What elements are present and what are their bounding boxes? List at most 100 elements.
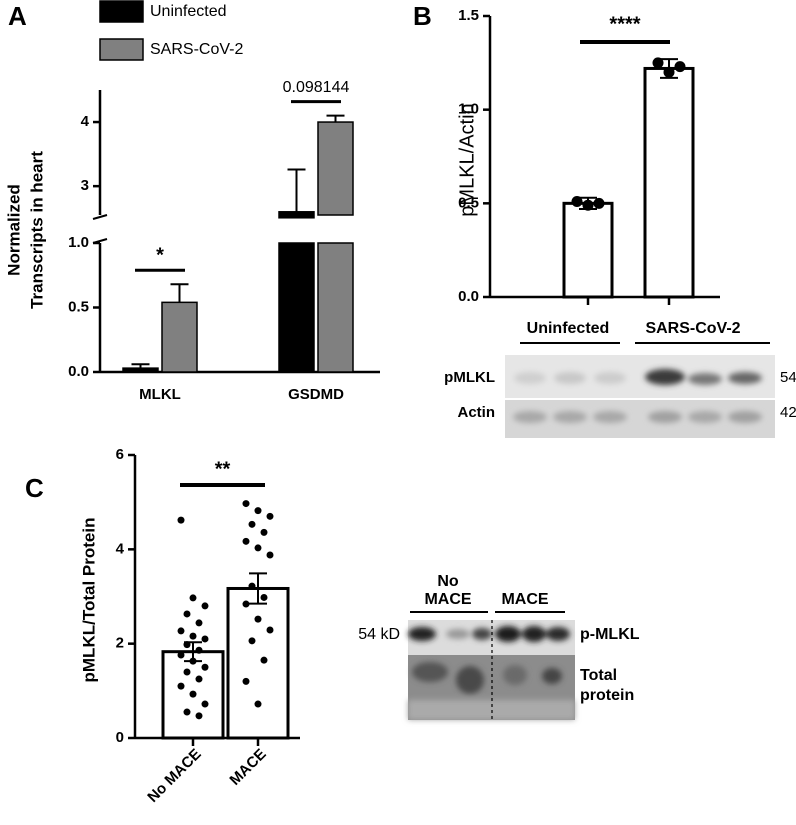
data-point [242,677,250,685]
bar [122,367,159,373]
data-point [266,512,274,520]
data-point [254,700,262,708]
blot-row-label: protein [580,687,634,704]
x-tick-label: MLKL [139,386,181,403]
data-point [254,507,262,515]
y-axis-label: pMLKL/Actin [456,103,478,216]
y-tick-label: 0 [116,729,124,746]
y-tick-label: 4 [81,113,90,130]
blot-group-label: MACE [501,591,548,608]
data-point [189,657,197,665]
data-point [183,668,191,676]
data-point [195,646,203,654]
bar [562,201,614,299]
data-point [582,199,594,211]
blot-row-label: Total [580,667,617,684]
data-point [177,682,185,690]
legend-label: Uninfected [150,3,227,20]
legend-swatch [99,0,144,23]
y-tick-label: 0.5 [458,194,479,211]
data-point [242,500,250,508]
blot-row-label: Actin [458,404,496,421]
y-tick-label: 1.0 [458,101,479,118]
data-point [652,57,664,69]
annotation: 0.098144 [283,79,350,96]
data-point [189,632,197,640]
data-point [201,700,209,708]
bar [278,242,315,373]
y-tick-label: 0.0 [458,288,479,305]
data-point [242,600,250,608]
blot-c [408,620,575,722]
bar [278,211,315,219]
x-tick-label: GSDMD [288,386,344,403]
blot-row-label: p-MLKL [580,626,640,643]
data-point [183,708,191,716]
blot-group-label: MACE [424,591,471,608]
data-point [189,690,197,698]
data-point [248,637,256,645]
data-point [571,195,583,207]
panel-letter: B [413,1,432,31]
data-point [254,615,262,623]
data-point [663,66,675,78]
bar [226,586,290,740]
annotation: * [156,245,164,267]
blot-row-label: pMLKL [444,369,495,386]
data-point [189,594,197,602]
data-point [260,528,268,536]
blot-b [505,355,775,438]
panel-letter: C [25,473,44,503]
y-tick-label: 0.5 [68,298,89,315]
data-point [260,656,268,664]
y-axis-label: Normalized [4,184,23,276]
data-point [195,619,203,627]
data-point [260,593,268,601]
data-point [266,626,274,634]
bar [643,66,695,299]
lane-label: Uninfected [527,320,610,337]
axis-break [92,214,108,220]
data-point [248,520,256,528]
legend-swatch [99,38,144,61]
axis-break [92,238,108,244]
y-tick-label: 0.0 [68,363,89,380]
data-point [266,551,274,559]
data-point [254,544,262,552]
data-point [248,582,256,590]
data-point [593,197,605,209]
data-point [177,651,185,659]
blot-group-label: No [437,573,459,590]
data-point [177,627,185,635]
panel-letter: A [8,1,27,31]
bar [317,242,354,373]
data-point [242,537,250,545]
y-tick-label: 4 [116,540,125,557]
blot-size-label: 42kD [780,404,796,421]
data-point [201,663,209,671]
blot-size-label: 54 kD [358,626,400,643]
data-point [183,641,191,649]
annotation: **** [609,13,640,35]
data-point [195,712,203,720]
data-point [183,610,191,618]
y-axis-label: pMLKL/Total Protein [79,518,98,683]
data-point [195,675,203,683]
lane-label: SARS-CoV-2 [645,320,740,337]
annotation: ** [215,458,231,480]
data-point [177,516,185,524]
y-axis-label: Transcripts in heart [27,151,46,309]
y-tick-label: 1.0 [68,234,89,251]
data-point [674,61,686,73]
y-tick-label: 1.5 [458,7,479,24]
y-tick-label: 3 [81,177,89,194]
y-tick-label: 2 [116,635,124,652]
bar [317,121,354,216]
legend-label: SARS-CoV-2 [150,41,243,58]
bar [161,301,198,373]
data-point [201,635,209,643]
data-point [201,602,209,610]
y-tick-label: 6 [116,446,124,463]
